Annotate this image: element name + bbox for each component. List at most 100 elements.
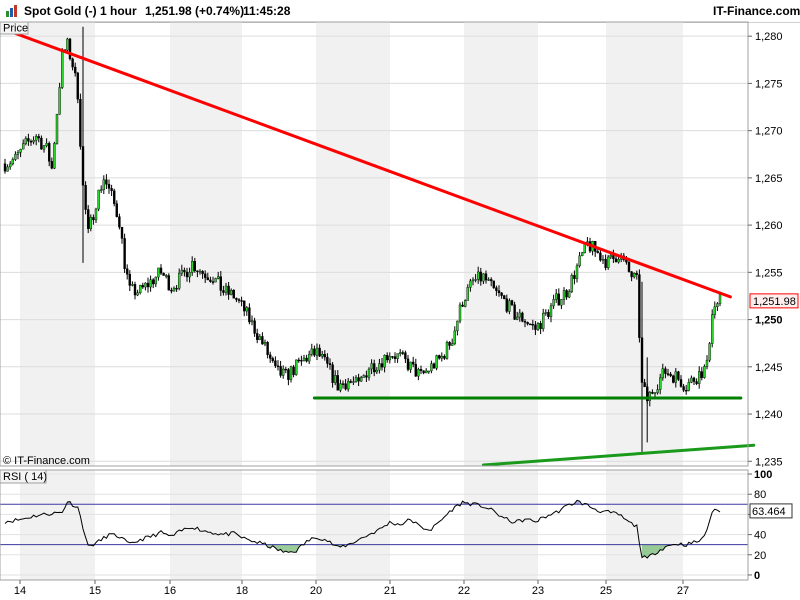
candle-body [144, 282, 147, 288]
price-tick-label: 1,275 [755, 78, 783, 90]
candle-body [510, 300, 514, 305]
candle-body [604, 258, 607, 268]
candle-body [500, 292, 503, 296]
candle-body [666, 373, 670, 375]
candle-body [282, 368, 285, 376]
price-tick-label: 1,235 [755, 456, 783, 468]
candle-body [617, 258, 620, 263]
candle-body [68, 38, 72, 60]
candle-body [206, 277, 210, 281]
candle-body [35, 136, 38, 141]
candle-body [526, 322, 529, 325]
price-tick-label: 1,260 [755, 220, 783, 232]
candle-body [679, 379, 683, 387]
candle-body [271, 358, 274, 361]
price-tick-label: 1,270 [755, 126, 783, 138]
price-panel[interactable]: Price © IT-Finance.com 1,2801,2751,2701,… [0, 21, 799, 468]
candle-body [651, 392, 654, 394]
candle-body [341, 383, 345, 385]
x-tick-label: 18 [236, 585, 248, 597]
candle-body [573, 275, 576, 279]
candle-body [133, 284, 137, 296]
candle-body [383, 355, 386, 368]
candle-body [698, 371, 701, 384]
candle-body [539, 323, 542, 329]
candle-body [24, 138, 27, 144]
candle-body [542, 313, 545, 329]
candle-body [427, 370, 430, 373]
candle-body [552, 299, 555, 307]
candle-body [308, 354, 311, 362]
candle-body [190, 261, 194, 273]
brand-name: IT-Finance.com [713, 4, 800, 18]
candle-body [664, 368, 667, 374]
candle-body [461, 304, 464, 307]
candle-body [357, 377, 360, 382]
candle-body [274, 360, 277, 367]
candle-body [656, 389, 659, 393]
candle-body [464, 300, 467, 307]
current-price-marker [749, 293, 799, 309]
candle-body [336, 375, 339, 391]
candle-body [141, 285, 145, 288]
candle-body [37, 136, 40, 139]
rsi-tick-label: 0 [754, 570, 760, 582]
candle-body [453, 330, 456, 344]
candle-body [391, 356, 394, 358]
rsi-zone-fill [574, 500, 580, 505]
candle-body [497, 290, 501, 294]
candle-body [216, 276, 220, 279]
candle-body [27, 138, 30, 142]
candle-body [97, 189, 100, 210]
candle-body [222, 290, 225, 293]
candle-body [404, 352, 407, 360]
x-tick-label: 25 [600, 585, 612, 597]
candle-body [534, 324, 537, 330]
candle-body [313, 348, 316, 356]
rsi-line [4, 499, 721, 559]
candle-body [596, 251, 599, 254]
candle-body [612, 255, 615, 259]
candle-body [365, 375, 368, 378]
candle-body [380, 363, 384, 368]
candle-body [458, 304, 462, 322]
last-quote: 1,251.98 (+0.74%) [145, 4, 245, 18]
candle-body [175, 287, 178, 290]
candle-body [635, 273, 638, 275]
candle-body [263, 342, 267, 345]
candle-body [162, 272, 165, 276]
candle-body [331, 364, 334, 383]
candle-body [92, 217, 95, 221]
candle-body [146, 282, 150, 288]
candle-body [40, 137, 43, 150]
candle-body [443, 356, 446, 359]
candle-body [677, 371, 680, 380]
candle-body [557, 293, 560, 306]
candle-body [477, 271, 480, 280]
rsi-value-label: 63.464 [752, 506, 786, 518]
candle-body [79, 99, 82, 147]
candle-body [253, 320, 256, 334]
candle-body [279, 366, 282, 376]
candle-body [76, 72, 80, 100]
candle-body [219, 276, 223, 291]
candle-body [435, 355, 438, 369]
candle-body [438, 355, 441, 359]
candle-body [297, 359, 300, 362]
candle-body [492, 280, 495, 288]
trendlines-layer [0, 27, 756, 467]
candle-body [149, 279, 152, 288]
candle-body [328, 363, 332, 365]
logo-icon [6, 5, 17, 17]
rsi-panel[interactable]: RSI ( 14) 100806040200 63.464 [0, 469, 793, 582]
candle-body [529, 323, 532, 326]
candle-body [700, 371, 703, 378]
price-y-axis: 1,280 1,275 1,270 1,265 1,260 1,255 1,250 1,245… [748, 31, 783, 468]
rsi-tick-label: 100 [754, 469, 772, 481]
candle-body [508, 300, 511, 312]
candle-body [669, 373, 672, 377]
candle-body [344, 383, 347, 390]
candle-body [22, 143, 25, 150]
timeframe-label[interactable]: 1 hour [100, 4, 137, 18]
